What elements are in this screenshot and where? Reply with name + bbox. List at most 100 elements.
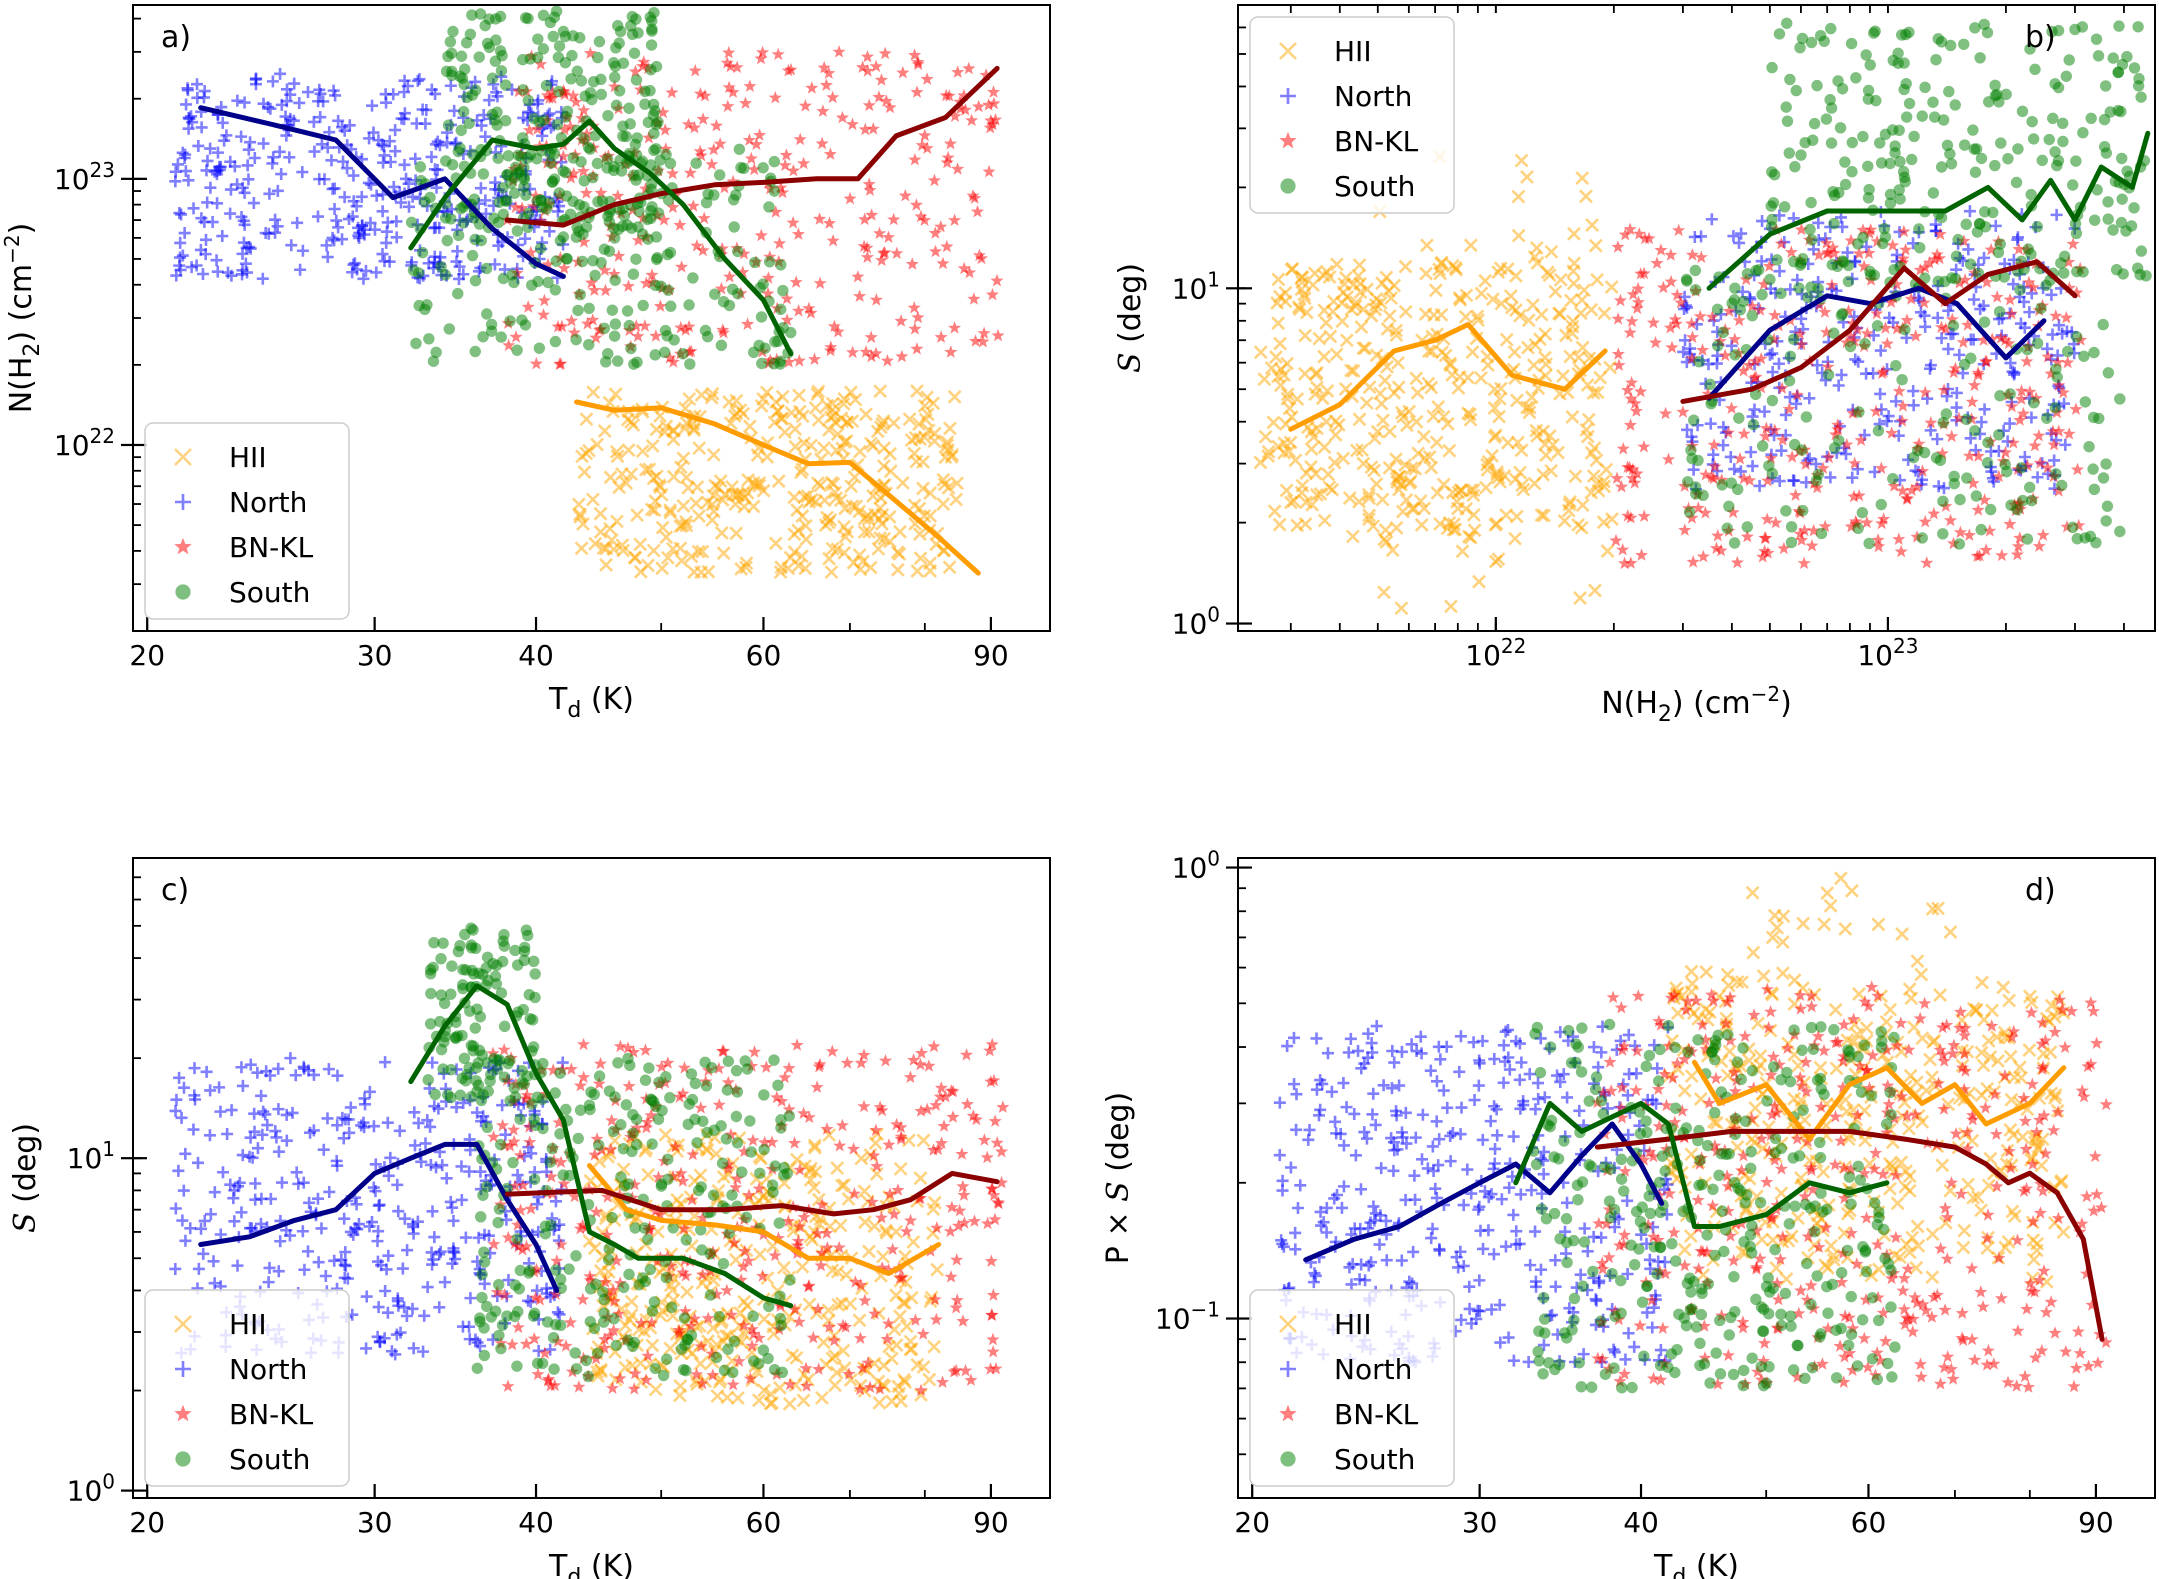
data-point <box>1364 308 1379 323</box>
y-axis-label: S (deg) <box>1113 263 1148 373</box>
data-point <box>586 385 601 400</box>
data-point <box>1698 506 1712 519</box>
data-point <box>2107 224 2119 236</box>
data-point <box>880 354 894 367</box>
data-point <box>446 960 458 972</box>
data-point <box>1812 468 1825 481</box>
data-point <box>2063 54 2075 66</box>
data-point <box>907 301 921 314</box>
data-point <box>247 197 260 210</box>
data-point <box>407 1342 420 1355</box>
data-point <box>350 200 363 213</box>
data-point <box>700 196 713 209</box>
data-point <box>1954 493 1966 506</box>
data-point <box>2135 245 2148 257</box>
data-point <box>1526 358 1541 373</box>
data-point <box>1492 409 1506 424</box>
data-point <box>1370 424 1385 439</box>
data-point <box>789 1350 804 1365</box>
data-point <box>1511 228 1526 243</box>
data-point <box>546 85 560 99</box>
data-point <box>1797 556 1811 569</box>
data-point <box>1875 498 1887 511</box>
data-point <box>481 1181 493 1193</box>
data-point <box>694 1101 708 1114</box>
data-point <box>853 289 867 302</box>
data-point <box>1775 287 1787 300</box>
data-point <box>752 1331 766 1344</box>
data-point <box>912 1191 926 1204</box>
data-point <box>2134 269 2146 281</box>
data-point <box>435 952 447 965</box>
data-point <box>579 186 593 199</box>
legend-label-hii: HII <box>1334 35 1372 68</box>
data-point <box>1970 1190 1985 1204</box>
data-point <box>1356 341 1371 356</box>
data-point <box>496 1118 510 1132</box>
data-point <box>908 322 922 335</box>
data-point <box>1949 99 1961 111</box>
data-point <box>672 1323 686 1336</box>
data-point <box>985 1182 999 1195</box>
y-axis-label: N(H2) (cm−2) <box>0 223 45 414</box>
data-point <box>1978 316 1991 328</box>
data-point <box>621 279 635 292</box>
data-point <box>689 496 703 511</box>
data-point <box>2041 350 2055 363</box>
data-point <box>621 1041 635 1054</box>
data-point <box>657 213 671 226</box>
data-point <box>988 1114 1002 1127</box>
data-point <box>1631 295 1645 308</box>
data-point <box>220 129 233 142</box>
data-point <box>1985 465 1998 478</box>
data-point <box>177 1081 190 1094</box>
data-point <box>1934 320 1949 333</box>
data-point <box>1975 975 1990 990</box>
data-point <box>180 98 193 111</box>
data-point <box>2114 525 2126 538</box>
data-point <box>1794 259 1807 271</box>
data-point <box>899 1319 914 1334</box>
data-point <box>741 317 755 330</box>
data-point <box>2017 295 2030 308</box>
data-point <box>686 199 700 212</box>
data-point <box>1716 479 1728 491</box>
data-point <box>528 1113 540 1126</box>
data-point <box>582 1234 597 1249</box>
data-point <box>1828 442 1841 454</box>
data-point <box>1793 327 1807 340</box>
data-point <box>274 1235 287 1248</box>
data-point <box>1935 161 1948 173</box>
data-point <box>2132 21 2144 33</box>
x-tick-label: 40 <box>518 639 554 672</box>
data-point <box>176 146 189 159</box>
data-point <box>645 1338 660 1353</box>
data-point <box>744 151 758 165</box>
data-point <box>628 1366 642 1380</box>
data-point <box>655 1060 669 1073</box>
data-point <box>1451 485 1466 500</box>
data-point <box>882 1138 896 1151</box>
data-point <box>231 94 244 107</box>
data-point <box>1261 444 1276 459</box>
data-point <box>572 1380 586 1393</box>
data-point <box>570 333 582 346</box>
data-point <box>563 1263 575 1275</box>
data-point <box>511 1320 525 1334</box>
data-point <box>571 497 586 512</box>
data-point <box>948 321 962 334</box>
data-point <box>599 283 613 297</box>
data-point <box>788 439 803 454</box>
data-point <box>1717 326 1729 339</box>
data-point <box>1824 471 1837 484</box>
data-point <box>990 1136 1004 1149</box>
data-point <box>2011 539 2025 553</box>
data-point <box>648 1296 661 1308</box>
data-point <box>424 1158 437 1171</box>
data-point <box>626 418 641 432</box>
data-point <box>886 1242 900 1256</box>
series-north-trend-line <box>1706 285 2047 401</box>
data-point <box>192 1262 205 1275</box>
data-point <box>1818 35 1830 47</box>
data-point <box>1839 178 1852 191</box>
